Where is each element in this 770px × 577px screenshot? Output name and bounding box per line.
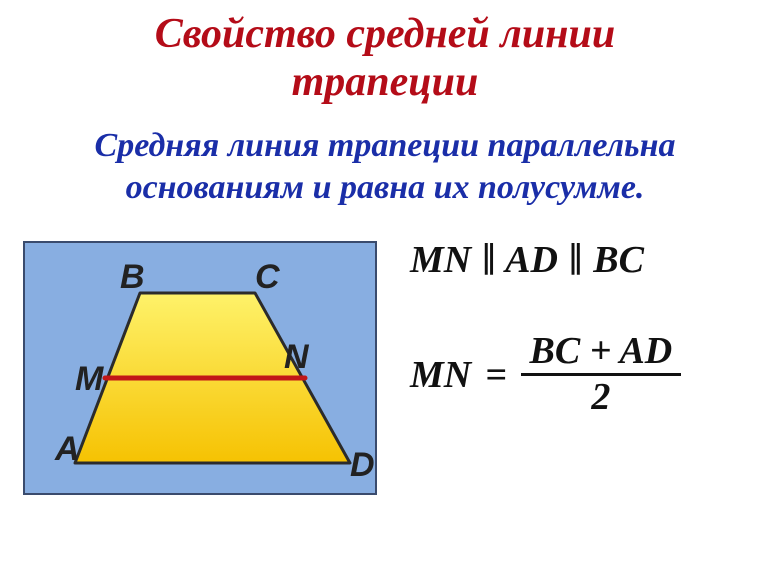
svg-text:D: D — [350, 446, 375, 484]
formula-equals: = — [485, 353, 507, 397]
svg-text:C: C — [255, 258, 280, 296]
title-line-1: Свойство средней линии — [0, 10, 770, 58]
title-line-2: трапеции — [0, 58, 770, 106]
trapezoid-diagram: A B C D M N — [20, 238, 380, 498]
svg-text:N: N — [284, 338, 310, 376]
formula-fraction: BC + AD 2 — [521, 332, 681, 419]
parallel-symbol-2: ǁ — [569, 233, 581, 286]
svg-text:A: A — [54, 430, 80, 468]
parallel-term-bc: BC — [593, 239, 644, 281]
svg-text:B: B — [120, 258, 145, 296]
page-subtitle: Средняя линия трапеции параллельна основ… — [0, 125, 770, 210]
subtitle-line-1: Средняя линия трапеции параллельна — [20, 125, 750, 168]
parallel-term-mn: MN — [410, 239, 471, 281]
diagram-container: A B C D M N — [20, 238, 380, 503]
parallel-statement: MN ǁ AD ǁ BC — [410, 238, 750, 282]
page-title: Свойство средней линии трапеции — [0, 0, 770, 107]
fraction-numerator: BC + AD — [524, 332, 679, 374]
midline-formula: MN = BC + AD 2 — [410, 332, 750, 419]
formula-lhs: MN — [410, 353, 471, 397]
parallel-term-ad: AD — [505, 239, 558, 281]
formula-block: MN ǁ AD ǁ BC MN = BC + AD 2 — [410, 238, 750, 419]
svg-text:M: M — [75, 360, 104, 398]
fraction-denominator: 2 — [591, 376, 610, 418]
parallel-symbol-1: ǁ — [483, 233, 495, 286]
subtitle-line-2: основаниям и равна их полусумме. — [20, 167, 750, 210]
content-row: ABCDMN MN ǁ AD ǁ BC MN = BC + AD 2 — [0, 238, 770, 503]
